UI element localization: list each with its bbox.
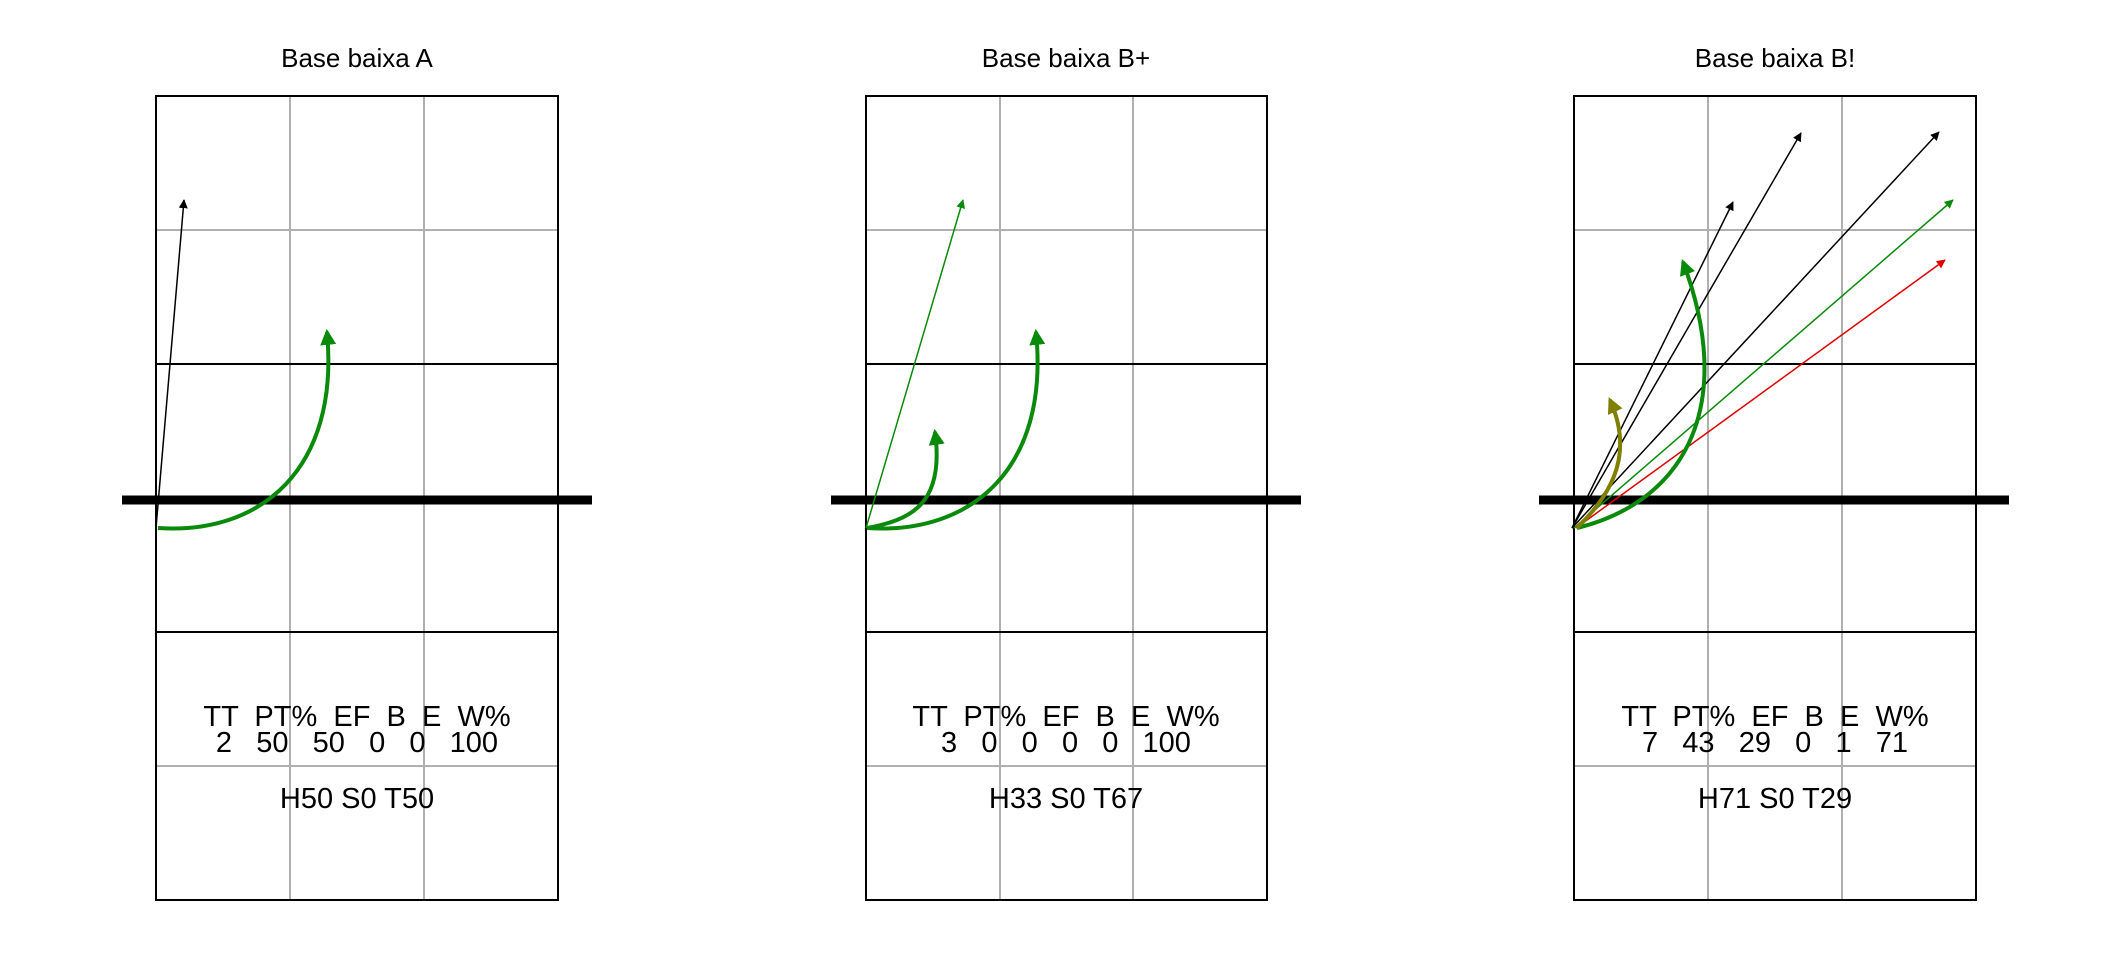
- stats-header: TT PT% EF B E W%: [203, 701, 510, 733]
- stats-values: 7 43 29 0 1 71: [1642, 727, 1908, 759]
- attack-arrow: [1571, 131, 1940, 529]
- attack-arrow: [866, 328, 1046, 531]
- attack-arrows: [155, 199, 337, 531]
- attack-arrow: [866, 428, 945, 530]
- court: [1539, 95, 2009, 901]
- attack-arrow: [1571, 201, 1734, 529]
- attack-arrow: [865, 199, 966, 529]
- attack-arrows: [1571, 131, 1954, 530]
- stats-values: 2 50 50 0 0 100: [216, 727, 498, 759]
- attack-arrow: [1575, 259, 1946, 529]
- hst-summary: H71 S0 T29: [1698, 783, 1852, 815]
- attack-arrow: [155, 199, 188, 529]
- court: [122, 95, 592, 901]
- attack-arrow: [1571, 132, 1802, 529]
- attack-arrows: [865, 199, 1046, 531]
- hst-summary: H33 S0 T67: [989, 783, 1143, 815]
- attack-arrow: [1576, 259, 1707, 530]
- panel-title: Base baixa B!: [1695, 43, 1855, 73]
- panel-base-baixa-b-excl: Base baixa B! TT PT% EF B E W% 7 43 29 0…: [1539, 43, 2009, 901]
- attack-arrow: [1575, 397, 1623, 530]
- panel-base-baixa-a: Base baixa A TT PT% EF B E W% 2 50 50 0 …: [122, 43, 592, 901]
- hst-summary: H50 S0 T50: [280, 783, 434, 815]
- attack-arrow: [157, 328, 337, 531]
- stats-header: TT PT% EF B E W%: [912, 701, 1219, 733]
- attack-arrow: [1573, 199, 1954, 529]
- stats-values: 3 0 0 0 0 100: [941, 727, 1191, 759]
- court: [831, 95, 1301, 901]
- panel-title: Base baixa A: [281, 43, 433, 73]
- panel-title: Base baixa B+: [982, 43, 1150, 73]
- stats-header: TT PT% EF B E W%: [1621, 701, 1928, 733]
- panel-base-baixa-b-plus: Base baixa B+ TT PT% EF B E W% 3 0 0 0 0…: [831, 43, 1301, 901]
